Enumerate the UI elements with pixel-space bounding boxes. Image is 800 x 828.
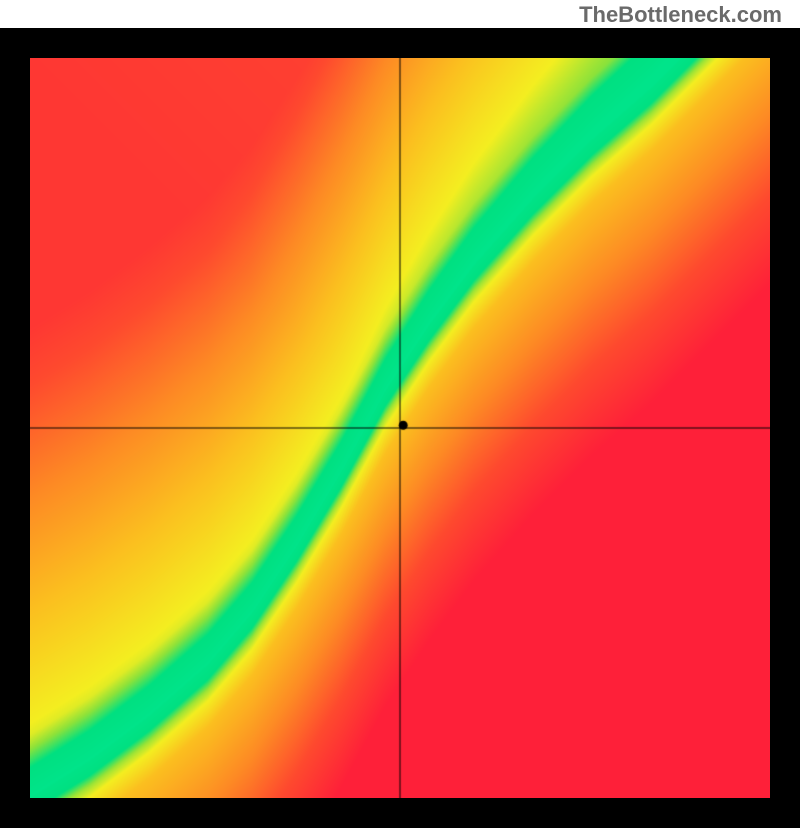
- heatmap-plot: [30, 58, 770, 798]
- watermark-text: TheBottleneck.com: [579, 2, 782, 28]
- chart-container: TheBottleneck.com: [0, 0, 800, 828]
- heatmap-canvas: [30, 58, 770, 798]
- chart-frame: [0, 28, 800, 828]
